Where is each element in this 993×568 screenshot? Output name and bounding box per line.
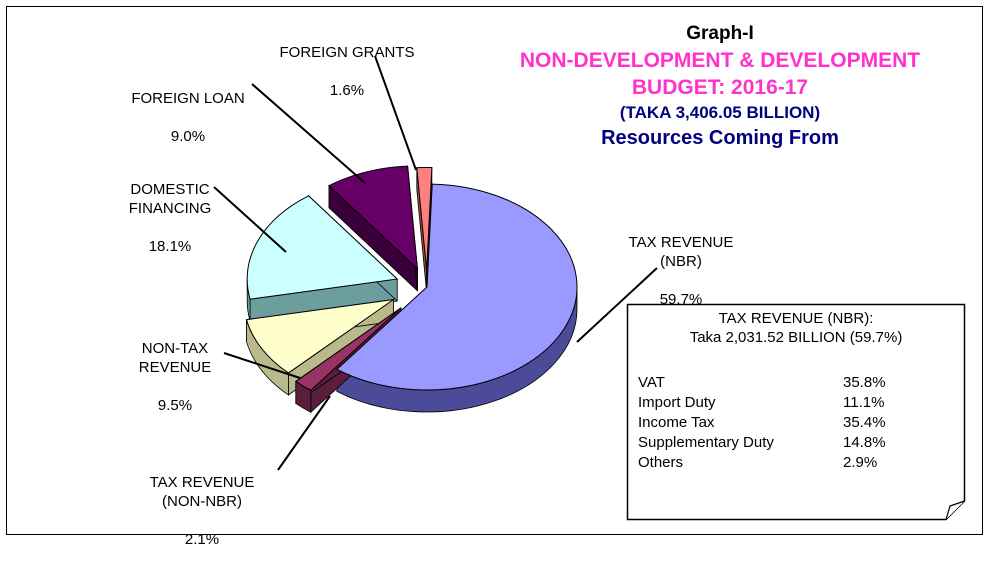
breakdown-header-line2: Taka 2,031.52 BILLION (59.7%) bbox=[689, 329, 903, 346]
slice-foreign-loan bbox=[328, 165, 419, 271]
breakdown-item-name: Import Duty bbox=[638, 394, 716, 411]
breakdown-row-supplementary-duty: Supplementary Duty 14.8% bbox=[638, 433, 938, 453]
slice-tax-revenue-non-nbr bbox=[294, 307, 402, 391]
breakdown-box: TAX REVENUE (NBR): Taka 2,031.52 BILLION… bbox=[626, 303, 966, 521]
breakdown-item-name: Others bbox=[638, 454, 684, 471]
breakdown-item-value: 35.4% bbox=[843, 414, 886, 431]
chart-title: Graph-I bbox=[686, 23, 754, 44]
label-pct: 9.5% bbox=[157, 397, 193, 414]
label-name: TAX REVENUE (NBR) bbox=[628, 234, 734, 270]
slice-domestic-financing bbox=[246, 195, 399, 300]
pie-chart bbox=[213, 55, 658, 471]
chart-subtitle-4: Resources Coming From bbox=[601, 127, 839, 149]
breakdown-row-vat: VAT 35.8% bbox=[638, 373, 938, 393]
leader-line-tax-revenue-non-nbr bbox=[277, 395, 331, 471]
chart-subtitle-2: BUDGET: 2016-17 bbox=[631, 76, 809, 99]
leader-line-foreign-grants bbox=[374, 55, 417, 171]
label-name: FOREIGN LOAN bbox=[131, 90, 245, 107]
label-pct: 18.1% bbox=[148, 238, 192, 255]
breakdown-item-value: 2.9% bbox=[843, 454, 878, 471]
breakdown-row-income-tax: Income Tax 35.4% bbox=[638, 413, 938, 433]
breakdown-item-value: 35.8% bbox=[843, 374, 886, 391]
breakdown-item-name: VAT bbox=[638, 374, 665, 391]
chart-subtitle-3: (TAKA 3,406.05 BILLION) bbox=[619, 103, 821, 122]
label-tax-revenue-non-nbr: TAX REVENUE (NON-NBR) 2.1% bbox=[112, 454, 292, 568]
label-domestic-financing: DOMESTIC FINANCING 18.1% bbox=[100, 161, 240, 275]
label-name: TAX REVENUE (NON-NBR) bbox=[149, 474, 255, 510]
breakdown-row-import-duty: Import Duty 11.1% bbox=[638, 393, 938, 413]
label-pct: 1.6% bbox=[329, 82, 365, 99]
breakdown-item-value: 11.1% bbox=[843, 394, 885, 411]
slice-non-tax-revenue bbox=[245, 298, 394, 374]
breakdown-header-line1: TAX REVENUE (NBR): bbox=[718, 310, 874, 327]
label-name: DOMESTIC FINANCING bbox=[128, 181, 212, 217]
leader-line-foreign-loan bbox=[251, 83, 366, 184]
breakdown-row-others: Others 2.9% bbox=[638, 453, 938, 473]
breakdown-list: VAT 35.8% Import Duty 11.1% Income Tax 3… bbox=[638, 373, 938, 473]
breakdown-item-name: Income Tax bbox=[638, 414, 715, 431]
label-pct: 9.0% bbox=[170, 128, 206, 145]
label-non-tax-revenue: NON-TAX REVENUE 9.5% bbox=[110, 320, 240, 434]
slice-foreign-grants bbox=[416, 166, 433, 271]
label-foreign-grants: FOREIGN GRANTS 1.6% bbox=[252, 24, 442, 119]
label-name: FOREIGN GRANTS bbox=[279, 44, 415, 61]
breakdown-item-name: Supplementary Duty bbox=[638, 434, 774, 451]
slice-tax-revenue-nbr bbox=[336, 183, 578, 391]
leader-line-domestic-financing bbox=[213, 186, 287, 253]
chart-subtitle-1: NON-DEVELOPMENT & DEVELOPMENT bbox=[519, 49, 921, 72]
title-block: Graph-I NON-DEVELOPMENT & DEVELOPMENT BU… bbox=[470, 20, 970, 152]
breakdown-box-outline bbox=[626, 303, 966, 521]
leader-line-tax-revenue-nbr bbox=[576, 267, 658, 343]
breakdown-header: TAX REVENUE (NBR): Taka 2,031.52 BILLION… bbox=[626, 309, 966, 347]
label-name: NON-TAX REVENUE bbox=[138, 340, 212, 376]
label-foreign-loan: FOREIGN LOAN 9.0% bbox=[98, 70, 278, 165]
label-pct: 2.1% bbox=[184, 531, 220, 548]
leader-line-non-tax-revenue bbox=[223, 352, 301, 379]
breakdown-item-value: 14.8% bbox=[843, 434, 886, 451]
